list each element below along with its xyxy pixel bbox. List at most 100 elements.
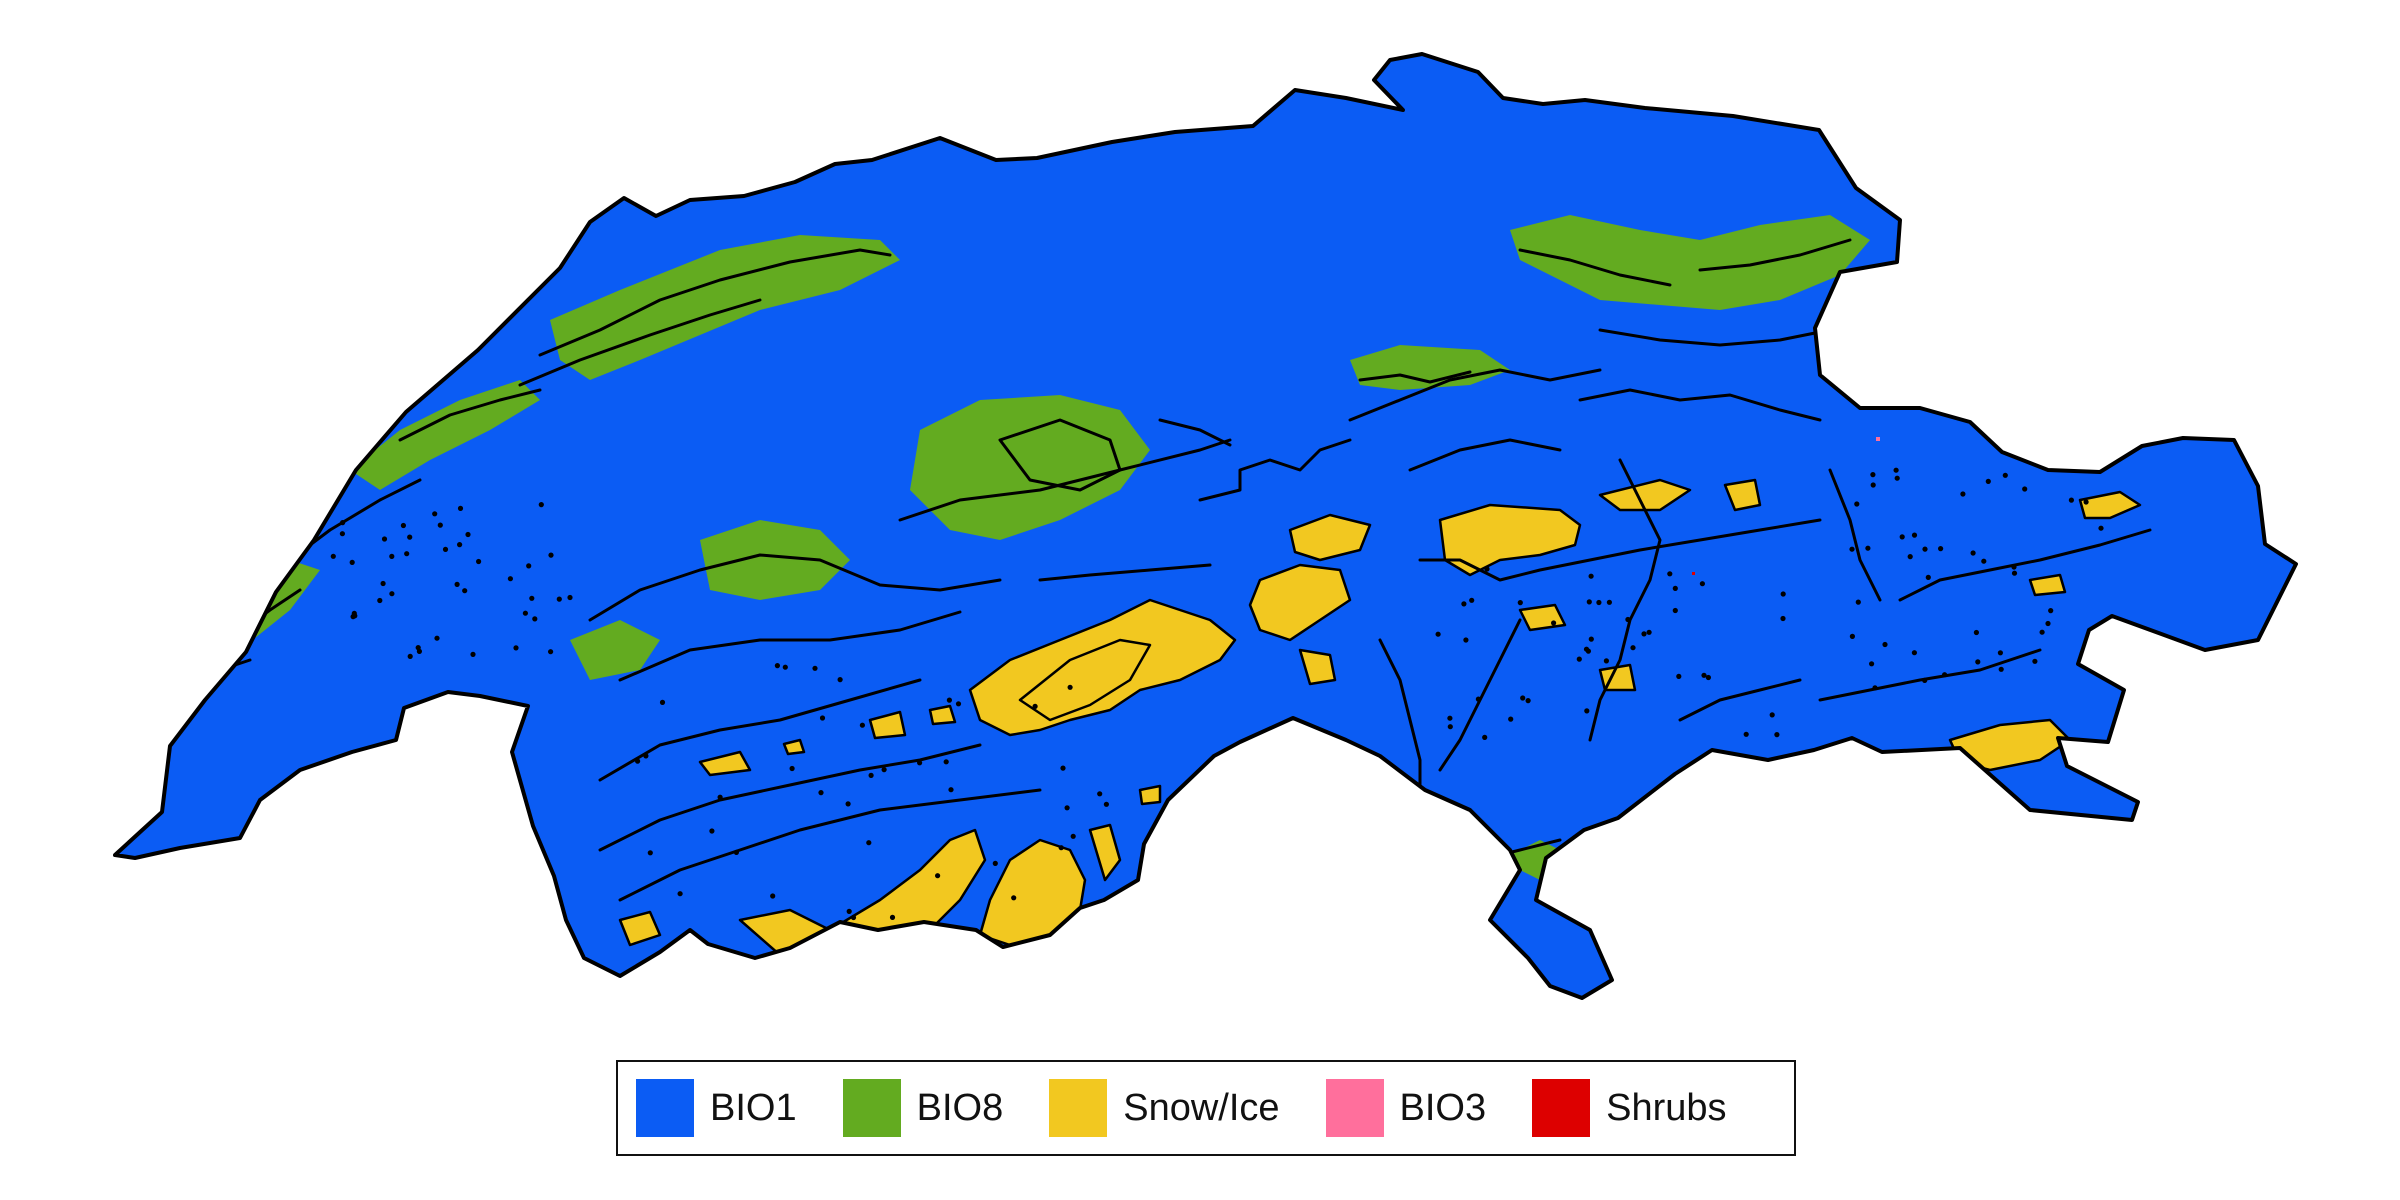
contour-line [598,743,982,852]
contour-dot [434,635,440,641]
contour-dot [522,610,529,616]
contour-line [1418,518,1822,582]
contour-dot [349,559,355,566]
contour-dot [1997,650,2003,656]
legend-swatch-bio1 [636,1079,694,1137]
contour-dot [1586,599,1592,605]
contour-dot [1925,574,1931,581]
snow-ice-patch [698,750,752,777]
contour-line [1158,418,1232,447]
contour-dot [1667,571,1673,577]
contour-dot [2011,564,2017,570]
contour-dot [1911,532,1918,538]
contour-dot [1780,591,1786,597]
contour-dot [733,849,740,856]
contour-dot [1067,684,1073,690]
contour-dot [476,558,482,565]
contour-dot [1435,631,1441,637]
contour-dot [850,914,857,921]
contour-dot [513,645,519,651]
contour-dot [1469,597,1475,603]
contour-dot [1970,550,1976,556]
contour-dot [992,860,998,867]
contour-dot [819,715,826,721]
contour-line [1378,638,1422,792]
contour-dot [647,850,653,856]
contour-dot [432,511,438,517]
contour-dot [2048,608,2054,614]
contour-line [538,248,892,357]
snow-ice-patch [868,710,907,740]
contour-line [518,298,762,387]
contour-dot [454,581,460,588]
contour-dot [1517,600,1523,606]
contour-dot [1780,615,1786,622]
contour-dot [339,531,345,537]
contour-dot [1911,650,1917,656]
contour-dot [1981,558,1987,564]
legend-label-snow-ice: Snow/Ice [1123,1086,1280,1129]
contour-dot [1942,672,1948,678]
contour-dot [818,790,824,796]
contour-dot [404,551,410,557]
contour-dot [1584,708,1590,714]
contour-dot [1525,698,1531,704]
snow-ice-patch [1018,638,1152,722]
contour-dot [1893,467,1899,473]
contour-dot [2032,658,2038,664]
snow-ice-patch [1878,753,1914,774]
contour-dot [1922,546,1928,552]
contour-dot [2039,629,2045,635]
contour-dot [1097,791,1103,797]
contour-dot [1865,545,1871,551]
contour-dot [774,663,781,669]
legend-item-shrubs: Shrubs [1532,1062,1727,1154]
contour-dot [1975,659,1981,665]
snow-ice-patch [1248,563,1352,642]
contour-dot [917,760,923,766]
contour-dot [407,653,413,660]
contour-dot [457,542,463,548]
contour-dot [677,891,683,897]
legend-swatch-bio8 [842,1079,901,1137]
contour-dot [1588,636,1594,642]
contour-dot [377,597,383,604]
contour-line [1578,388,1822,422]
contour-dot [2083,499,2089,505]
contour-dot [1973,629,1979,636]
contour-dot [1606,599,1612,605]
contour-dot [400,522,406,529]
contour-dot [1849,546,1855,552]
contour-dot [1870,482,1876,488]
contour-dot [556,596,562,602]
contour-dot [462,588,468,594]
snow-ice-patch [618,910,662,947]
contour-dot [1011,895,1017,901]
contour-line [1518,248,1672,287]
contour-dot [1482,734,1488,741]
contour-dot [1882,641,1888,648]
contour-dot [567,594,573,601]
bio8-patch [570,620,660,680]
snow-ice-patch [1288,513,1372,562]
contour-dot [812,665,818,671]
contour-dot [1699,581,1705,587]
contour-dot [1701,672,1707,678]
contour-dot [948,787,954,793]
contour-dot [1854,501,1860,507]
snow-ice-patch [1298,648,1337,686]
snow-ice-patch [782,738,806,756]
contour-dot [1103,801,1109,807]
contour-dot [1985,478,1991,484]
contour-dot [1058,845,1064,851]
contour-line [598,678,922,782]
contour-dot [1463,637,1469,643]
contour-dot [437,522,443,528]
contour-dot [407,534,413,540]
contour-dot [1774,732,1780,738]
legend-item-bio3: BIO3 [1325,1062,1486,1154]
contour-dot [532,616,538,622]
contour-dot [881,767,887,773]
